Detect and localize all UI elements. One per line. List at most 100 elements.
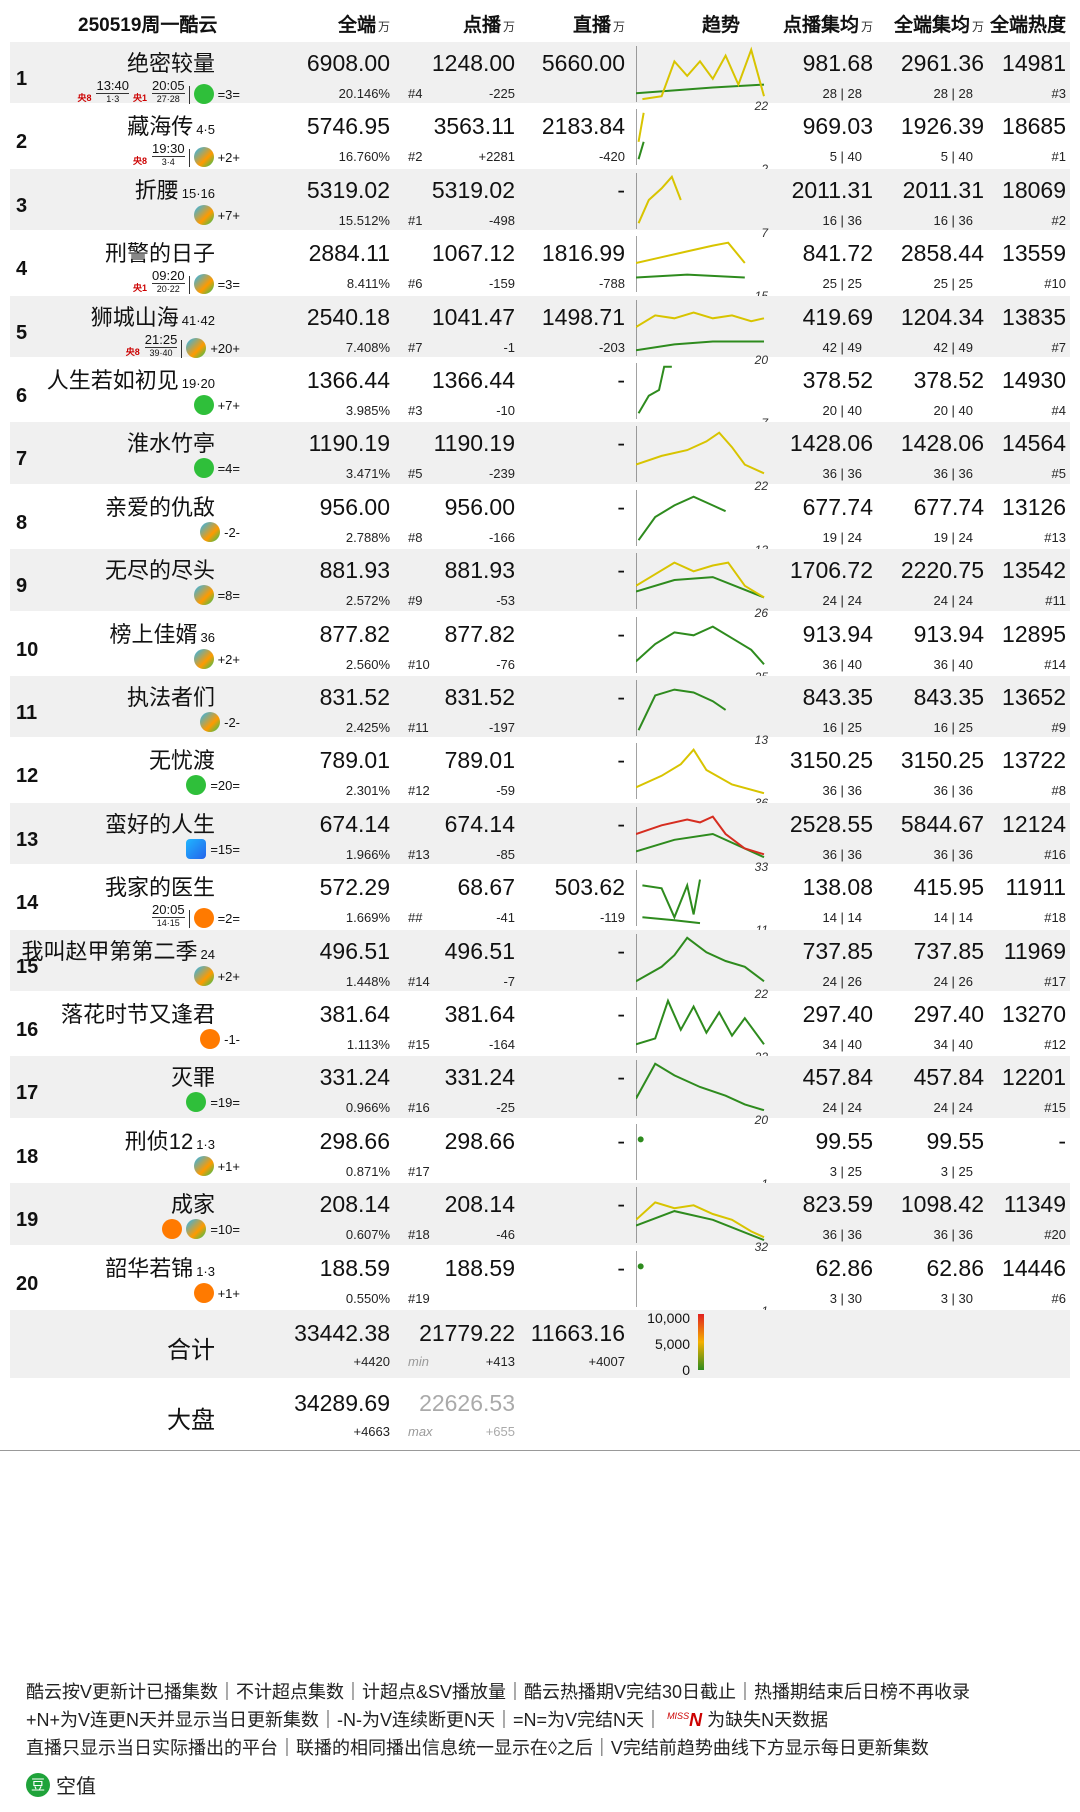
header-col-label: 全端热度 [989,15,1066,36]
trend-line-primary [636,935,765,982]
total-average: 415.95 [913,874,984,901]
total-average: 5844.67 [900,810,984,837]
trend-sparkline: 11 [636,870,768,936]
live-plays: - [617,1064,625,1091]
rank-number: 3 [16,194,28,217]
show-title-box: 无忧渡 [149,743,215,775]
trend-line-primary [636,748,765,795]
trend-sparkline: 22 [636,46,768,112]
update-badge: +2+ [217,150,240,166]
vod-delta: -166 [488,529,515,545]
total-average: 2858.44 [900,240,984,267]
total-heat: 12895 [1002,620,1066,647]
vod-rank: #16 [408,1100,430,1116]
trend-sparkline: 7 [636,172,769,239]
broadcast-episodes: 27·28 [156,94,180,104]
table-row: 16 落花时节又逢君 -1- 381.64 381.64 - 297.40 297.40 132… [10,993,1070,1063]
show-title-box: 刑侦12 1·3 [125,1124,215,1156]
vod-plays: 1190.19 [433,430,515,457]
heat-rank: #12 [1044,1037,1066,1052]
total-plays: 956.00 [319,493,390,520]
show-meta: =8= [193,585,240,606]
live-plays: - [617,747,625,774]
trend-line-secondary [642,916,701,925]
episode-count: 36 [200,629,215,645]
vod-average: 823.59 [802,1191,873,1218]
vod-average-sub: 3 | 30 [829,1290,862,1306]
vod-rank: #9 [408,593,423,609]
total-heat: 18069 [1002,176,1066,203]
show-meta: =4= [193,458,240,479]
show-meta: 央8 19:30 3·4 +2+ [133,141,240,168]
show-meta: +2+ [193,648,240,669]
update-badge: -2- [224,715,240,730]
total-plays: 877.82 [319,620,390,647]
show-meta: 央8 21:25 39·40 +20+ [126,332,240,358]
vod-delta: -76 [496,656,515,672]
rank-number: 10 [16,638,39,661]
show-meta: -1- [200,1029,240,1049]
show-meta: +1+ [193,1282,240,1303]
live-plays: - [617,937,625,964]
vod-plays: 877.82 [444,620,515,647]
vod-rank: #17 [408,1163,430,1179]
rank-number: 4 [16,258,28,281]
table-header: 250519周一酷云 全端万点播万直播万趋势 点播集均万全端集均万全端热度 [0,0,1080,42]
total-heat: 13652 [1002,684,1066,710]
total-average: 99.55 [926,1127,984,1154]
heat-rank: #4 [1051,403,1066,418]
footer-divider [0,1450,1080,1451]
broadcast-time: 20:05 [152,902,185,919]
total-average-sub: 19 | 24 [933,529,973,545]
heat-rank: #3 [1051,86,1066,101]
divider [188,910,190,929]
vod-rank: #11 [408,720,429,735]
vod-average: 843.35 [802,684,873,710]
total-heat: 12124 [1002,810,1066,837]
broadcast-time: 09:20 [152,268,185,285]
show-title-box: 成家 [171,1187,215,1219]
divider [188,86,190,104]
vod-average: 99.55 [815,1127,873,1154]
vod-delta: -41 [496,910,515,926]
market-vod-delta: +655 [485,1424,515,1439]
vod-average-sub: 25 | 25 [822,276,862,292]
show-title: 我家的医生 [104,875,215,901]
total-average-sub: 5 | 40 [940,149,973,165]
trend-day-count: 22 [754,987,769,1000]
total-label: 合计 [167,1337,215,1364]
update-badge: +7+ [217,398,240,413]
show-title-box: 绝密较量 [127,46,215,78]
channel-tag: 央1 [133,283,148,294]
total-average: 2220.75 [900,557,984,584]
trend-line-primary [636,431,765,475]
rank-number: 16 [16,1019,39,1041]
update-badge: =19= [210,1095,240,1111]
live-delta: -119 [599,910,625,926]
update-badge: +2+ [217,968,240,984]
sum-total: 33442.38 [294,1320,390,1346]
tx-platform-icon [193,965,214,986]
sum-live: 11663.16 [530,1320,625,1346]
rank-number: 19 [16,1209,39,1232]
vod-average-sub: 36 | 36 [822,846,862,862]
show-title: 我叫赵甲第第二季 [21,938,198,964]
total-average-sub: 20 | 40 [933,403,973,418]
total-plays: 881.93 [319,557,390,584]
total-average-sub: 28 | 28 [933,86,973,101]
vod-rank: #15 [408,1037,430,1052]
live-plays: - [617,430,625,457]
show-title-box: 淮水竹亭 [127,426,215,458]
total-average-sub: 3 | 30 [940,1290,973,1306]
legend-value: 5,000 [654,1336,690,1352]
channel-tag: 央8 [125,346,140,357]
vod-average-sub: 14 | 14 [822,910,862,926]
header-col-unit: 万 [860,20,873,34]
table-row: 11 执法者们 -2- 831.52 831.52 - 843.35 843.35 13652 2… [10,676,1070,746]
vod-rank: #10 [408,656,430,672]
total-heat: 14564 [1002,430,1066,457]
update-badge: =4= [217,461,240,477]
trend-sparkline: 25 [636,616,768,683]
rank-number: 14 [16,892,39,915]
share-percent: 1.966% [345,846,390,862]
